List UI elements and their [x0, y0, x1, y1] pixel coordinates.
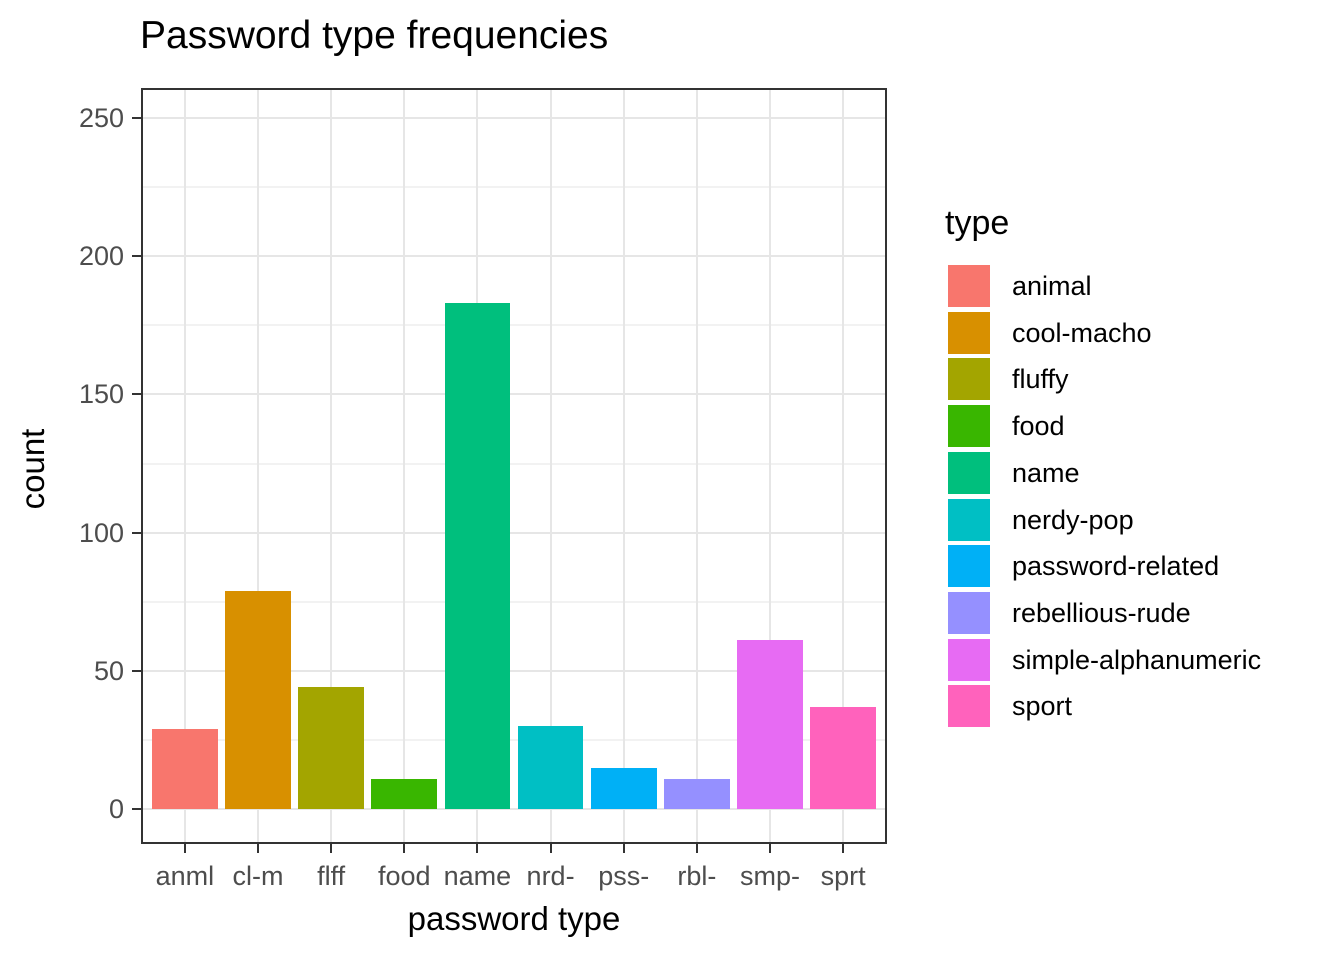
- gridline-x-food: [403, 88, 406, 844]
- bar-name: [444, 303, 511, 809]
- x-tick-label-food: food: [378, 861, 431, 891]
- gridline-x-sprt: [842, 88, 845, 844]
- y-tick-0: [132, 808, 141, 810]
- legend-label-name: name: [1012, 457, 1080, 488]
- x-tick-smp-: [768, 844, 771, 853]
- x-tick-label-nrd-: nrd-: [526, 861, 575, 891]
- x-tick-label-pss-: pss-: [598, 861, 650, 891]
- y-tick-100: [132, 531, 141, 534]
- x-tick-label-smp-: smp-: [739, 861, 800, 891]
- gridline-minor-y-75: [141, 600, 887, 603]
- x-tick-nrd-: [549, 844, 552, 853]
- gridline-x-smp-: [768, 88, 771, 844]
- legend-label-nerdy-pop: nerdy-pop: [1012, 504, 1134, 535]
- x-tick-cl-m: [257, 844, 260, 853]
- legend-swatch-food: [948, 405, 990, 448]
- x-tick-label-anml: anml: [155, 861, 215, 891]
- gridline-minor-y-175: [141, 324, 887, 327]
- bar-sprt: [810, 706, 877, 809]
- chart-panel: [141, 88, 887, 844]
- legend-swatch-simple-alphanumeric: [948, 638, 990, 681]
- chart-title: Password type frequencies: [140, 14, 609, 57]
- legend-swatch-name: [948, 451, 990, 494]
- legend-title: type: [945, 204, 1010, 242]
- bar-cl-m: [225, 590, 291, 809]
- gridline-major-y-100: [141, 531, 887, 534]
- legend-label-animal: animal: [1012, 271, 1092, 301]
- legend-label-cool-macho: cool-macho: [1012, 317, 1152, 348]
- legend-swatch-fluffy: [948, 358, 990, 401]
- legend-swatch-sport: [948, 685, 990, 728]
- gridline-minor-y-225: [141, 186, 887, 189]
- legend-swatch-cool-macho: [948, 311, 990, 354]
- gridline-x-nrd-: [549, 88, 552, 844]
- x-tick-flff: [330, 844, 333, 853]
- gridline-minor-y-25: [141, 738, 887, 741]
- gridline-minor-y-125: [141, 462, 887, 465]
- bar-rbl-: [663, 778, 730, 809]
- gridline-major-y-150: [141, 393, 887, 396]
- gridline-major-y-200: [141, 255, 887, 258]
- bar-pss-: [590, 767, 657, 809]
- x-axis-title: password type: [407, 900, 621, 937]
- legend-label-food: food: [1012, 411, 1065, 442]
- bar-food: [371, 778, 438, 809]
- y-tick-200: [132, 255, 141, 258]
- bar-smp-: [737, 640, 803, 809]
- y-tick-label-50: 50: [93, 655, 124, 686]
- gridline-major-y-0: [141, 808, 887, 810]
- x-tick-label-name: name: [443, 861, 512, 891]
- legend-label-rebellious-rude: rebellious-rude: [1012, 597, 1191, 628]
- gridline-x-anml: [183, 88, 186, 844]
- legend-label-sport: sport: [1012, 691, 1073, 722]
- x-tick-pss-: [622, 844, 625, 853]
- y-tick-label-0: 0: [108, 794, 124, 824]
- x-tick-label-flff: flff: [317, 861, 346, 891]
- legend-swatch-rebellious-rude: [948, 591, 990, 634]
- gridline-major-y-50: [141, 669, 887, 672]
- gridline-x-pss-: [622, 88, 625, 844]
- y-tick-label-200: 200: [78, 241, 124, 272]
- y-tick-250: [132, 117, 141, 119]
- legend-label-password-related: password-related: [1012, 551, 1220, 582]
- y-tick-150: [132, 393, 141, 396]
- x-tick-name: [476, 844, 479, 853]
- legend-swatch-password-related: [948, 545, 990, 588]
- legend-swatch-nerdy-pop: [948, 498, 990, 541]
- x-tick-rbl-: [695, 844, 698, 853]
- x-tick-sprt: [842, 844, 845, 853]
- bar-nrd-: [517, 726, 584, 809]
- x-tick-food: [403, 844, 406, 853]
- x-tick-label-cl-m: cl-m: [232, 861, 284, 891]
- y-tick-label-250: 250: [78, 103, 124, 133]
- x-tick-anml: [183, 844, 186, 853]
- legend-swatch-animal: [948, 265, 990, 307]
- legend-label-fluffy: fluffy: [1012, 364, 1069, 395]
- x-tick-label-rbl-: rbl-: [677, 861, 717, 891]
- bar-flff: [298, 687, 365, 809]
- gridline-major-y-250: [141, 117, 887, 119]
- x-tick-label-sprt: sprt: [820, 861, 866, 891]
- y-axis-title: count: [14, 428, 51, 510]
- legend-label-simple-alphanumeric: simple-alphanumeric: [1012, 644, 1262, 675]
- y-tick-50: [132, 669, 141, 672]
- gridline-x-rbl-: [695, 88, 698, 844]
- gridline-x-flff: [330, 88, 333, 844]
- bar-anml: [151, 728, 218, 809]
- gridline-x-cl-m: [257, 88, 260, 844]
